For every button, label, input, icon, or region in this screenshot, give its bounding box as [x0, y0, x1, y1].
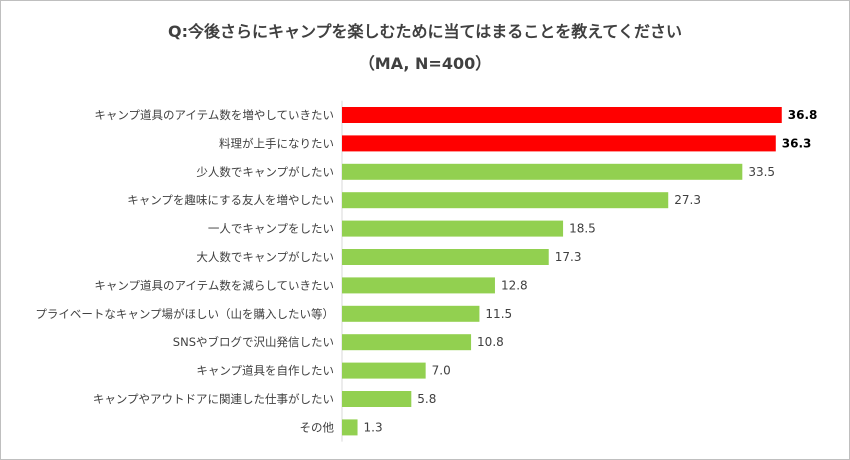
data-label: 36.8 [788, 108, 818, 122]
data-label: 1.3 [364, 420, 383, 434]
data-label: 33.5 [748, 165, 775, 179]
bar [342, 277, 495, 294]
bar [342, 220, 564, 237]
category-label: 一人でキャンプをしたい [208, 222, 334, 236]
category-label: キャンプ道具のアイテム数を減らしていきたい [94, 278, 334, 292]
data-label: 12.8 [501, 278, 528, 292]
category-label: キャンプ道具のアイテム数を増やしていきたい [94, 108, 334, 122]
category-label: キャンプ道具を自作したい [196, 364, 334, 378]
bar [342, 192, 669, 209]
category-label: 料理が上手になりたい [219, 136, 334, 150]
data-label: 10.8 [477, 335, 504, 349]
data-label: 7.0 [432, 364, 451, 378]
data-label: 36.3 [782, 136, 812, 150]
bar [342, 249, 549, 265]
category-label: プライベートなキャンプ場がほしい（山を購入したい等） [35, 307, 334, 321]
data-label: 18.5 [569, 222, 596, 236]
data-label: 5.8 [417, 392, 436, 406]
data-label: 27.3 [674, 193, 701, 207]
chart-title: Q:今後さらにキャンプを楽しむために当てはまることを教えてください [168, 22, 682, 41]
bar [342, 391, 412, 407]
bar [342, 362, 426, 379]
data-label: 17.3 [555, 250, 582, 264]
bar [342, 419, 358, 436]
bar [342, 163, 743, 180]
category-label: SNSやブログで沢山発信したい [173, 335, 334, 349]
category-label: キャンプやアウトドアに関連した仕事がしたい [93, 392, 334, 406]
category-label: その他 [300, 420, 335, 434]
bar [342, 135, 776, 152]
category-label: キャンプを趣味にする友人を増やしたい [127, 193, 334, 207]
category-label: 少人数でキャンプがしたい [196, 165, 334, 179]
bar [342, 334, 472, 351]
bar [342, 107, 782, 123]
data-label: 11.5 [485, 307, 512, 321]
category-label: 大人数でキャンプがしたい [196, 250, 334, 264]
bar [342, 305, 480, 322]
chart-subtitle: （MA, N=400） [358, 54, 492, 73]
